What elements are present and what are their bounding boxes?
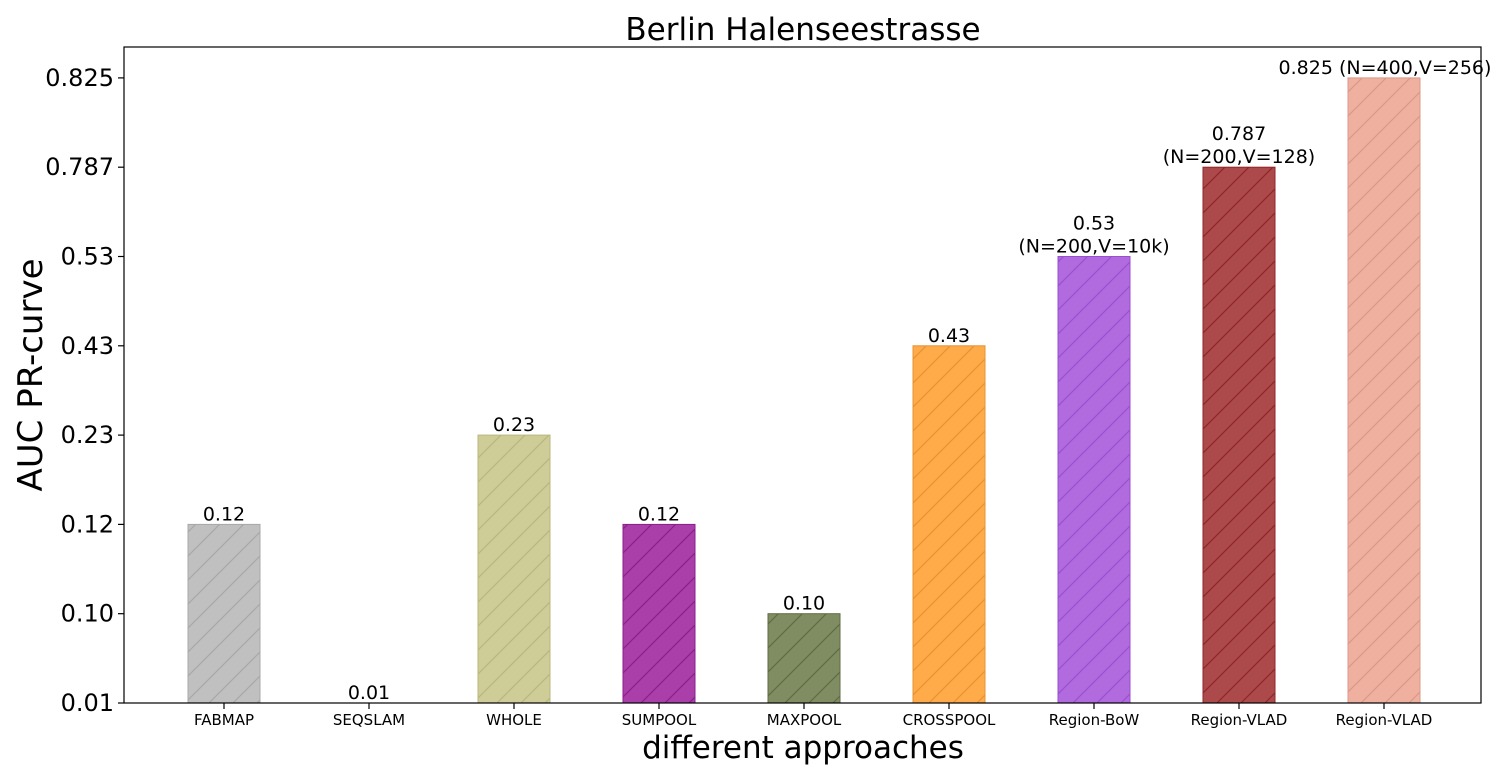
data-label: (N=200,V=10k) xyxy=(1018,236,1169,258)
bar-region-bow xyxy=(1057,256,1131,704)
y-tick-label: 0.43 xyxy=(61,332,114,360)
data-label: 0.43 xyxy=(928,325,970,347)
data-label: 0.01 xyxy=(348,682,390,704)
y-axis-ticks: 0.01 0.10 0.12 0.23 0.43 0.53 0.787 0.825 xyxy=(45,64,124,717)
bar-fabmap xyxy=(187,523,261,704)
bar-sumpool xyxy=(622,523,696,704)
bar-region-vlad xyxy=(1347,77,1421,704)
x-tick-label: MAXPOOL xyxy=(767,711,842,729)
data-label: 0.10 xyxy=(783,593,825,615)
x-tick-label: CROSSPOOL xyxy=(903,711,996,729)
y-tick-label: 0.12 xyxy=(61,510,114,538)
data-label: 0.23 xyxy=(493,414,535,436)
data-labels-group: 0.12 0.01 0.23 0.12 0.10 0.43 0.53(N=200,V=10k… xyxy=(203,57,1492,704)
data-label: 0.12 xyxy=(203,503,245,525)
data-label: (N=200,V=128) xyxy=(1163,146,1315,168)
bars-group xyxy=(187,77,1421,704)
x-tick-label: Region-BoW xyxy=(1049,711,1140,729)
x-axis-label: different approaches xyxy=(642,730,964,765)
x-tick-label: FABMAP xyxy=(194,711,254,729)
y-tick-label: 0.825 xyxy=(45,64,114,92)
bar-region-vlad xyxy=(1202,166,1276,704)
x-tick-label: SUMPOOL xyxy=(622,711,697,729)
y-axis-label: AUC PR-curve xyxy=(11,259,51,492)
bar-maxpool xyxy=(767,613,841,704)
bar-whole xyxy=(477,434,551,704)
chart-title: Berlin Halenseestrasse xyxy=(625,12,980,48)
data-label: 0.53 xyxy=(1073,213,1115,235)
x-tick-label: Region-VLAD xyxy=(1336,711,1433,729)
y-tick-label: 0.787 xyxy=(45,153,114,181)
x-axis-ticks: FABMAP SEQSLAM WHOLE SUMPOOL MAXPOOL CROSSPOO… xyxy=(194,703,1432,729)
y-tick-label: 0.23 xyxy=(61,421,114,449)
data-label: 0.12 xyxy=(638,503,680,525)
y-tick-label: 0.01 xyxy=(61,689,114,717)
y-tick-label: 0.53 xyxy=(61,243,114,271)
plot-frame xyxy=(123,46,1482,704)
bar-crosspool xyxy=(912,345,986,704)
data-label: 0.787 xyxy=(1212,123,1266,145)
y-tick-label: 0.10 xyxy=(61,600,114,628)
data-label: 0.825 (N=400,V=256) xyxy=(1279,57,1492,79)
x-tick-label: WHOLE xyxy=(486,711,542,729)
x-tick-label: SEQSLAM xyxy=(333,711,405,729)
x-tick-label: Region-VLAD xyxy=(1191,711,1288,729)
